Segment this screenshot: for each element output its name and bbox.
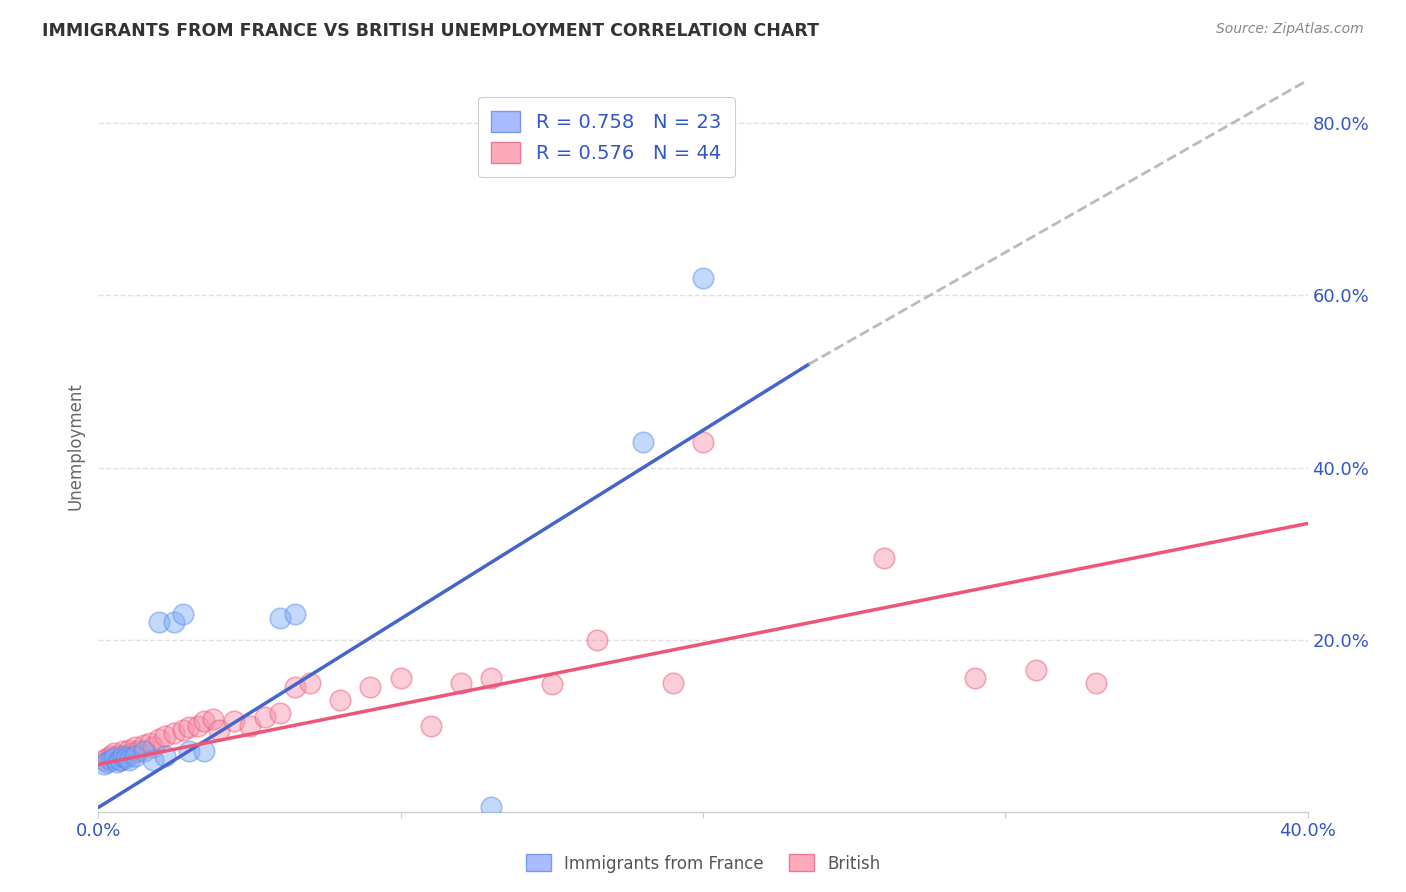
Point [132, 738, 155, 752]
Point [692, 434, 714, 449]
Point [108, 753, 131, 767]
Point [118, 753, 141, 767]
Point [127, 744, 149, 758]
Point [111, 748, 134, 763]
Point [329, 693, 352, 707]
Point [360, 680, 382, 694]
Point [299, 675, 322, 690]
Point [631, 434, 654, 449]
Point [163, 615, 186, 630]
Point [284, 680, 307, 694]
Point [124, 740, 146, 755]
Point [269, 611, 291, 625]
Point [111, 744, 134, 758]
Point [96, 751, 118, 765]
Text: IMMIGRANTS FROM FRANCE VS BRITISH UNEMPLOYMENT CORRELATION CHART: IMMIGRANTS FROM FRANCE VS BRITISH UNEMPL… [42, 22, 820, 40]
Point [269, 706, 291, 720]
Point [389, 671, 412, 685]
Point [224, 714, 246, 729]
Point [586, 632, 609, 647]
Point [124, 748, 146, 763]
Point [481, 800, 503, 814]
Point [93, 753, 115, 767]
Text: Source: ZipAtlas.com: Source: ZipAtlas.com [1216, 22, 1364, 37]
Point [105, 755, 128, 769]
Point [208, 723, 231, 737]
Legend: R = 0.758   N = 23, R = 0.576   N = 44: R = 0.758 N = 23, R = 0.576 N = 44 [478, 97, 735, 177]
Point [108, 753, 131, 767]
Point [153, 729, 176, 743]
Point [93, 757, 115, 772]
Y-axis label: Unemployment: Unemployment [66, 382, 84, 510]
Point [163, 725, 186, 739]
Point [139, 736, 162, 750]
Point [239, 719, 262, 733]
Point [142, 753, 165, 767]
Point [540, 677, 562, 691]
Point [179, 720, 201, 734]
Point [193, 714, 215, 729]
Point [873, 550, 896, 565]
Point [96, 755, 118, 769]
Point [114, 751, 136, 765]
Point [661, 675, 683, 690]
Point [481, 671, 503, 685]
Point [450, 675, 472, 690]
Point [100, 748, 122, 763]
Point [172, 723, 194, 737]
Point [1024, 663, 1046, 677]
Point [1085, 675, 1108, 690]
Point [420, 719, 443, 733]
Point [148, 731, 170, 746]
Point [148, 615, 170, 630]
Point [118, 743, 141, 757]
Point [142, 740, 165, 755]
Point [121, 746, 143, 760]
Point [153, 748, 176, 763]
Point [114, 748, 136, 763]
Point [105, 748, 128, 763]
Point [172, 607, 194, 621]
Point [692, 271, 714, 285]
Point [193, 744, 215, 758]
Point [965, 671, 987, 685]
Point [179, 744, 201, 758]
Point [103, 751, 125, 765]
Point [100, 753, 122, 767]
Legend: Immigrants from France, British: Immigrants from France, British [519, 847, 887, 880]
Point [202, 712, 225, 726]
Point [284, 607, 307, 621]
Point [253, 710, 276, 724]
Point [103, 746, 125, 760]
Point [132, 744, 155, 758]
Point [187, 719, 209, 733]
